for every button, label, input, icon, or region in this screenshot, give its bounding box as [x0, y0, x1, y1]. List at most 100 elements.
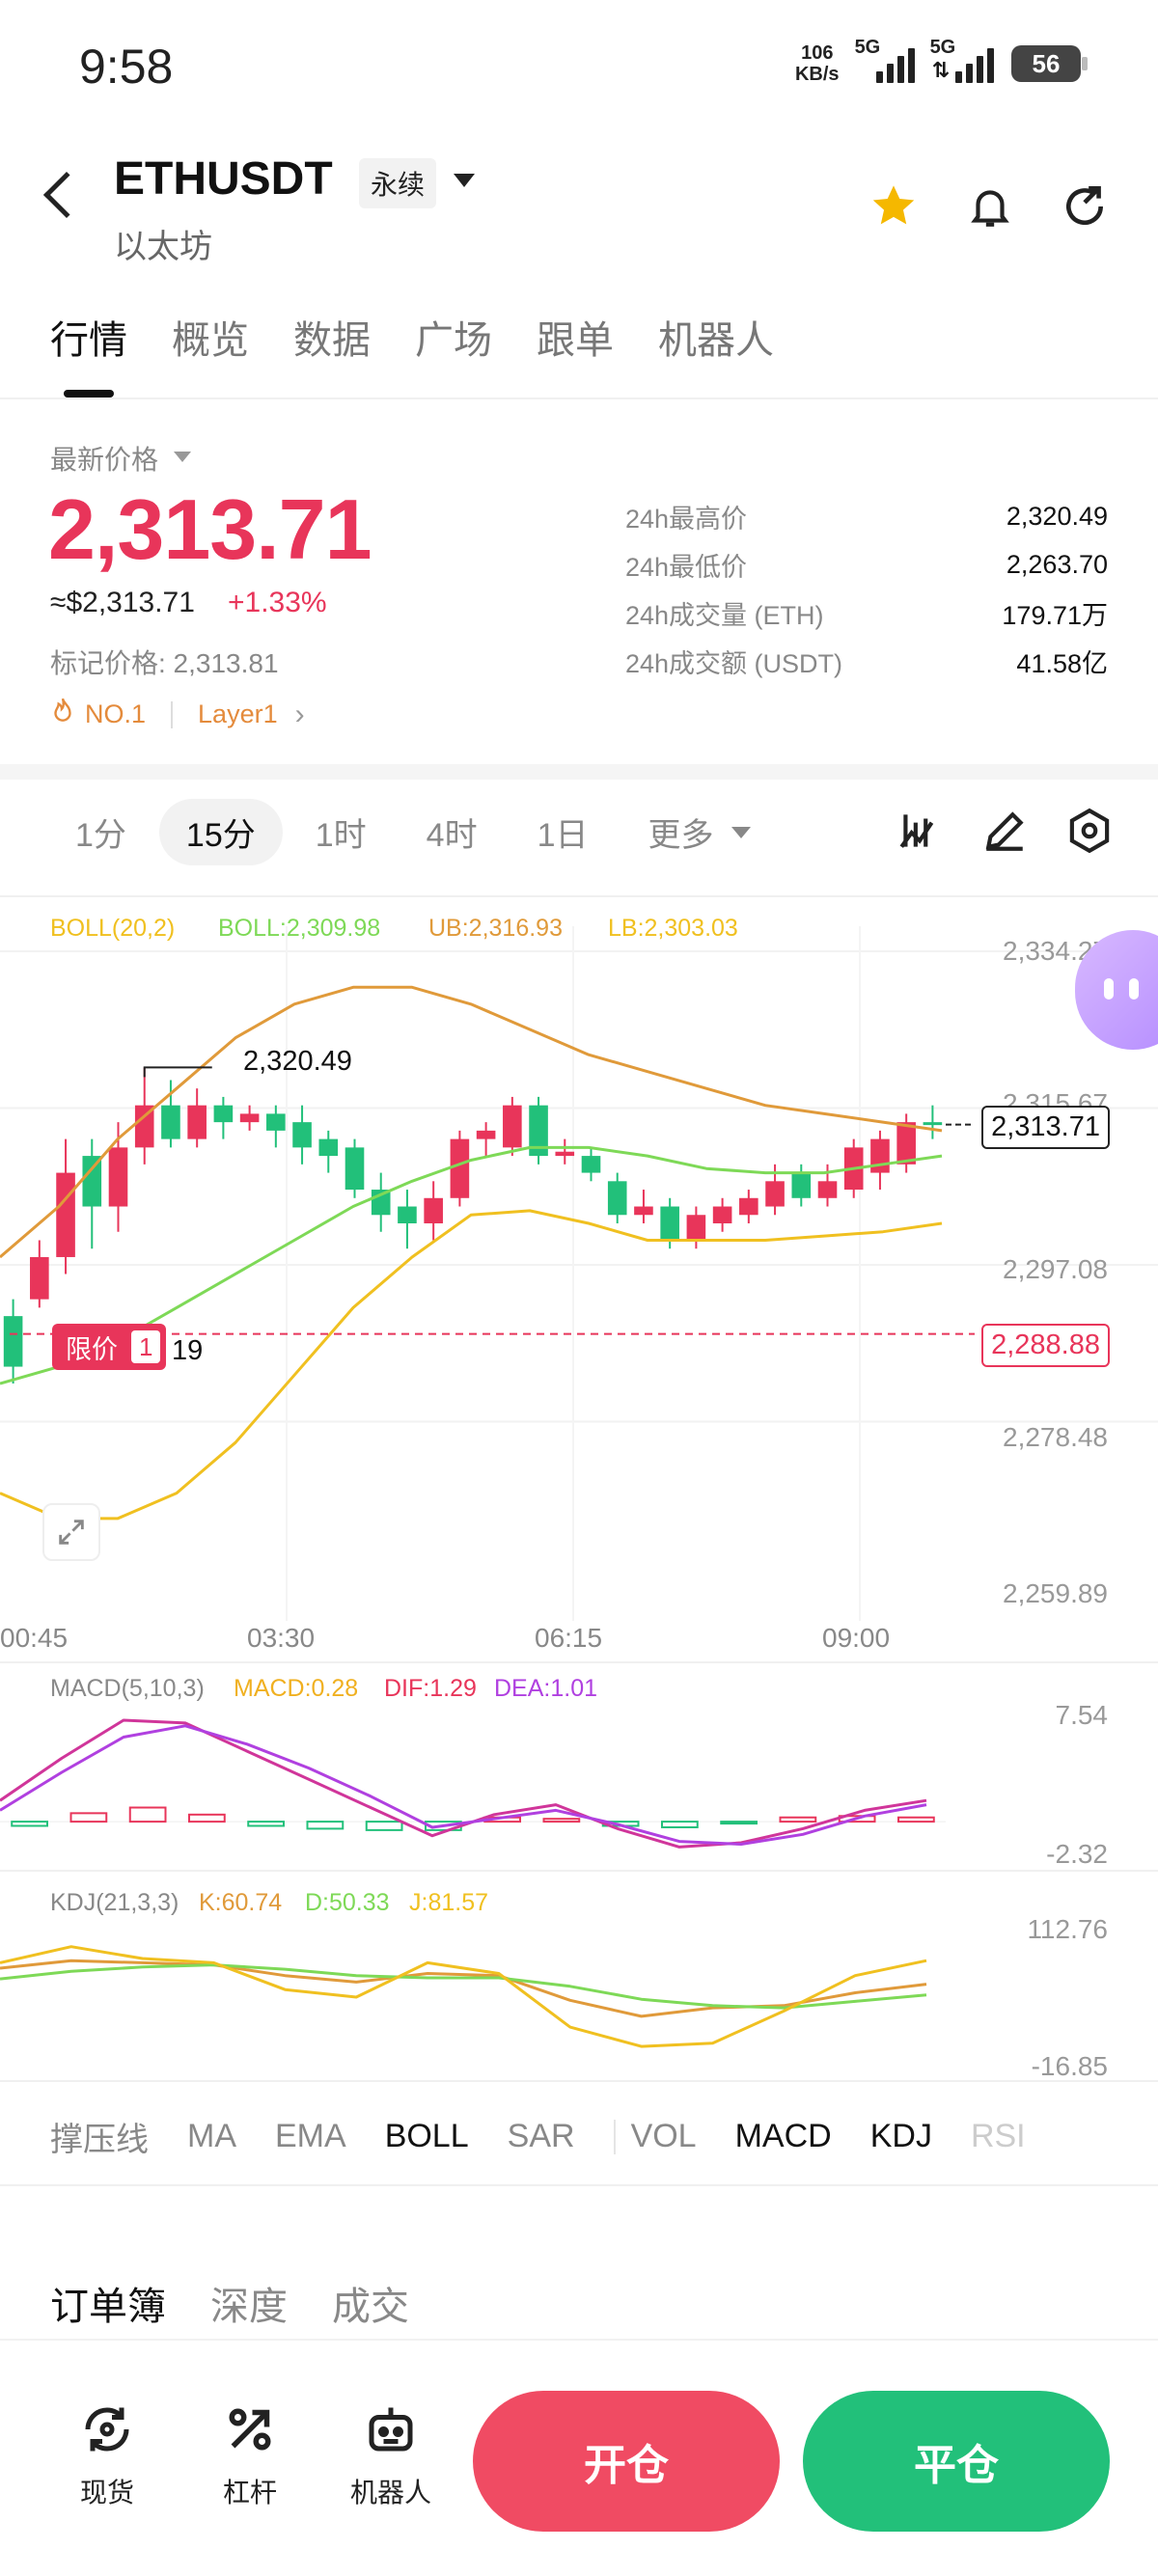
candle [424, 1197, 443, 1224]
tab-copy-trade[interactable]: 跟单 [537, 319, 614, 362]
tab-overview[interactable]: 概览 [172, 319, 249, 362]
candle [923, 1122, 943, 1126]
boll-legend-mid: BOLL:2,309.98 [218, 915, 381, 942]
indicator-chart-icon[interactable] [896, 807, 944, 855]
tab-data[interactable]: 数据 [293, 319, 371, 362]
candle [896, 1122, 916, 1165]
indicator-rsi[interactable]: RSI [970, 2118, 1026, 2154]
macd-legend-dif: DIF:1.29 [384, 1675, 477, 1702]
price-change: +1.33% [228, 587, 327, 618]
macd-histogram-bar [128, 1806, 167, 1823]
kdj-y-top: 112.76 [1027, 1914, 1108, 1944]
settings-icon[interactable] [1065, 807, 1114, 855]
kdj-legend-d: D:50.33 [305, 1889, 390, 1916]
macd-legend-title: MACD(5,10,3) [50, 1675, 205, 1702]
candle [607, 1181, 627, 1216]
draw-pen-icon[interactable] [980, 807, 1029, 855]
tab-orderbook[interactable]: 订单簿 [50, 2286, 166, 2328]
macd-chart [0, 1718, 946, 1849]
divider [0, 1661, 1158, 1663]
section-separator [0, 764, 1158, 780]
close-position-button[interactable]: 平仓 [803, 2391, 1110, 2532]
limit-price-tag[interactable]: 2,288.88 [981, 1324, 1110, 1367]
back-icon[interactable] [42, 171, 91, 219]
tab-square[interactable]: 广场 [415, 319, 492, 362]
assistant-bubble-icon[interactable] [1075, 930, 1158, 1050]
x-tick: 00:45 [0, 1623, 69, 1653]
indicator-support[interactable]: 撑压线 [50, 2122, 149, 2158]
limit-order-badge[interactable]: 限价 1 [52, 1324, 167, 1370]
tab-market[interactable]: 行情 [50, 319, 127, 362]
macd-histogram-bar [365, 1821, 403, 1831]
indicator-macd[interactable]: MACD [734, 2118, 832, 2154]
chevron-right-icon[interactable]: › [294, 698, 305, 730]
symbol-title[interactable]: ETHUSDT [114, 153, 333, 205]
share-icon[interactable] [1058, 179, 1112, 233]
margin-button[interactable]: 杠杆 [197, 2400, 303, 2510]
indicator-ema[interactable]: EMA [275, 2118, 346, 2154]
indicator-ma[interactable]: MA [187, 2118, 236, 2154]
tab-depth[interactable]: 深度 [210, 2286, 288, 2328]
interval-1m[interactable]: 1分 [75, 817, 126, 854]
kdj-legend-title: KDJ(21,3,3) [50, 1889, 179, 1916]
flame-icon [50, 697, 75, 732]
kdj-legend-j: J:81.57 [409, 1889, 489, 1916]
x-tick: 06:15 [535, 1623, 603, 1653]
interval-1h[interactable]: 1时 [315, 817, 367, 854]
candle [3, 1316, 23, 1367]
kdj-legend-k: K:60.74 [199, 1889, 283, 1916]
interval-1d[interactable]: 1日 [537, 817, 589, 854]
spot-button[interactable]: 现货 [54, 2400, 160, 2510]
bell-icon[interactable] [963, 179, 1017, 233]
tag-row[interactable]: NO.1 Layer1 › [50, 697, 305, 732]
boll-legend-ub: UB:2,316.93 [428, 915, 563, 942]
candle [239, 1113, 260, 1123]
indicator-kdj[interactable]: KDJ [869, 2118, 932, 2154]
spot-icon [78, 2400, 136, 2458]
boll-legend-lb: LB:2,303.03 [608, 915, 738, 942]
signal-icon: 5G [855, 37, 915, 83]
macd-dea-line [0, 1724, 927, 1846]
candlestick-chart[interactable] [0, 926, 1158, 1621]
star-icon[interactable] [867, 179, 921, 233]
bot-button[interactable]: 机器人 [338, 2400, 444, 2510]
interval-4h[interactable]: 4时 [426, 817, 478, 854]
candle [292, 1122, 312, 1148]
high-marker-line [143, 1066, 212, 1078]
caret-down-icon[interactable] [731, 826, 751, 838]
caret-down-icon[interactable] [454, 174, 475, 187]
contract-type-badge[interactable]: 永续 [359, 158, 437, 208]
macd-histogram-bar [188, 1813, 226, 1823]
candle [555, 1151, 575, 1157]
indicator-sar[interactable]: SAR [507, 2118, 575, 2154]
price-label[interactable]: 最新价格 [50, 445, 159, 475]
candle [187, 1105, 207, 1139]
indicator-vol[interactable]: VOL [630, 2118, 697, 2154]
y-tick: 2,278.48 [1003, 1422, 1108, 1452]
interval-more[interactable]: 更多 [648, 817, 714, 854]
macd-histogram-bar [779, 1816, 817, 1823]
macd-histogram-bar [720, 1821, 758, 1825]
sector-tag[interactable]: Layer1 [198, 699, 278, 728]
interval-15m[interactable]: 15分 [158, 799, 283, 865]
x-tick: 09:00 [822, 1623, 891, 1653]
leverage-icon [221, 2400, 279, 2458]
rank-tag[interactable]: NO.1 [85, 699, 147, 728]
open-position-button[interactable]: 开仓 [473, 2391, 780, 2532]
candle [712, 1206, 732, 1224]
macd-dif-line [0, 1718, 927, 1849]
expand-icon[interactable] [42, 1503, 100, 1561]
candle [108, 1147, 128, 1207]
boll-mid-line [0, 1145, 943, 1385]
macd-histogram-bar [247, 1821, 285, 1827]
tab-trades[interactable]: 成交 [332, 2286, 409, 2328]
candle [503, 1105, 522, 1148]
usd-price: ≈$2,313.71 [50, 587, 195, 618]
macd-histogram-bar [306, 1821, 345, 1830]
stats-panel: 24h最高价 2,320.49 24h最低价 2,263.70 24h成交量 (ET… [625, 492, 1108, 685]
tab-bot[interactable]: 机器人 [658, 319, 774, 362]
main-tabs: 行情 概览 数据 广场 跟单 机器人 [50, 309, 818, 365]
indicator-boll[interactable]: BOLL [384, 2118, 469, 2154]
caret-down-icon[interactable] [174, 452, 191, 462]
candle [266, 1113, 286, 1131]
